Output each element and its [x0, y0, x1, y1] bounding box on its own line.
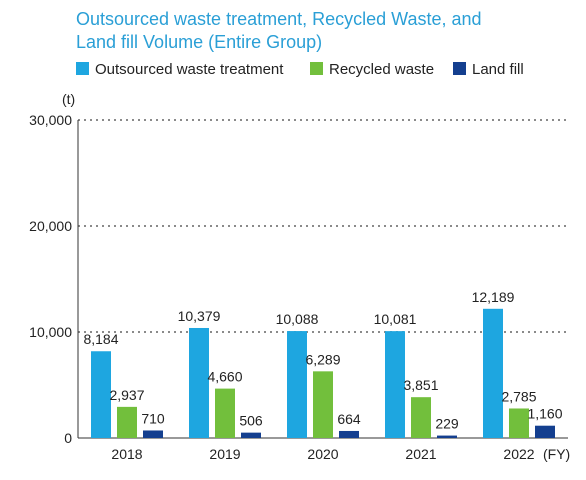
bar-1-2020 [313, 371, 333, 438]
legend-label-landfill: Land fill [472, 61, 524, 78]
y-tick-label-2: 20,000 [29, 218, 72, 234]
data-label-0-2021: 10,081 [374, 311, 417, 327]
bar-2-2022 [535, 425, 555, 438]
bar-2-2018 [143, 430, 163, 438]
bar-1-2022 [509, 408, 529, 438]
data-label-2-2018: 710 [141, 410, 165, 426]
legend-swatch-recycled [310, 62, 323, 75]
bar-1-2021 [411, 397, 431, 438]
data-label-0-2020: 10,088 [276, 311, 319, 327]
data-label-0-2022: 12,189 [472, 289, 515, 305]
data-label-1-2020: 6,289 [305, 351, 340, 367]
data-label-1-2019: 4,660 [207, 369, 242, 385]
legend-label-outsourced: Outsourced waste treatment [95, 61, 284, 78]
y-tick-label-1: 10,000 [29, 324, 72, 340]
bar-0-2019 [189, 327, 209, 438]
y-axis-unit: (t) [62, 91, 75, 107]
y-tick-label-0: 0 [64, 430, 72, 446]
data-label-1-2021: 3,851 [403, 377, 438, 393]
x-tick-label-2019: 2019 [209, 446, 240, 462]
bar-0-2020 [287, 331, 307, 438]
bar-0-2021 [385, 331, 405, 438]
data-label-1-2022: 2,785 [501, 388, 536, 404]
x-tick-label-2018: 2018 [111, 446, 142, 462]
x-tick-label-2021: 2021 [405, 446, 436, 462]
bars [91, 308, 555, 438]
data-labels: 8,184 2,937 710 10,379 4,660 506 10,088 6,289 66… [83, 289, 562, 432]
bar-2-2019 [241, 432, 261, 438]
data-label-2-2021: 229 [435, 416, 459, 432]
data-label-0-2018: 8,184 [83, 331, 118, 347]
bar-0-2022 [483, 308, 503, 438]
chart-title-line-1: Outsourced waste treatment, Recycled Was… [76, 9, 482, 29]
bar-1-2018 [117, 406, 137, 438]
bar-1-2019 [215, 388, 235, 438]
y-axis-ticks: 0 10,000 20,000 30,000 [29, 112, 72, 446]
legend-label-recycled: Recycled waste [329, 61, 434, 78]
data-label-1-2018: 2,937 [109, 387, 144, 403]
legend: Outsourced waste treatment Recycled wast… [76, 61, 524, 78]
data-label-2-2019: 506 [239, 413, 263, 429]
x-tick-label-2020: 2020 [307, 446, 338, 462]
x-tick-label-2022: 2022 [503, 446, 534, 462]
chart-title-line-2: Land fill Volume (Entire Group) [76, 32, 322, 52]
x-axis-unit: (FY) [543, 446, 570, 462]
legend-swatch-landfill [453, 62, 466, 75]
data-label-0-2019: 10,379 [178, 308, 221, 324]
x-axis-ticks: 2018 2019 2020 2021 2022 [111, 446, 534, 462]
data-label-2-2020: 664 [337, 411, 361, 427]
y-tick-label-3: 30,000 [29, 112, 72, 128]
legend-swatch-outsourced [76, 62, 89, 75]
bar-2-2021 [437, 435, 457, 438]
bar-0-2018 [91, 351, 111, 438]
bar-2-2020 [339, 430, 359, 438]
data-label-2-2022: 1,160 [527, 406, 562, 422]
